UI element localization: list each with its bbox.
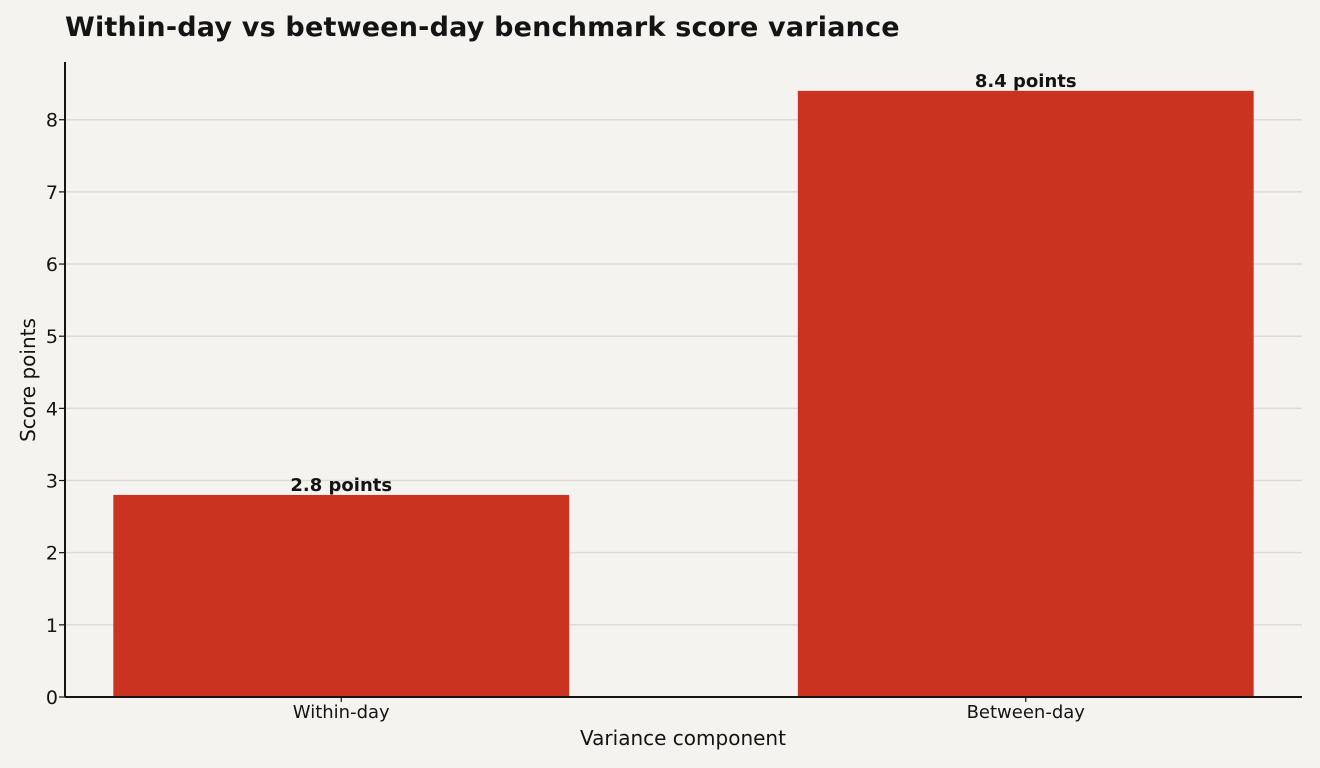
y-tick-label: 4 xyxy=(46,398,58,420)
chart-title: Within-day vs between-day benchmark scor… xyxy=(65,12,900,43)
y-tick-label: 6 xyxy=(46,254,58,276)
y-tick-label: 8 xyxy=(46,110,58,132)
bars xyxy=(113,90,1254,697)
y-tick-label: 7 xyxy=(46,182,58,204)
labels: 0 1 2 3 4 5 6 7 8 2.8 points Within-day 8.4 points B… xyxy=(46,71,1085,723)
x-tick-label: Between-day xyxy=(967,702,1086,723)
bar-within-day xyxy=(113,494,570,697)
y-tick-label: 1 xyxy=(46,615,58,637)
data-label: 8.4 points xyxy=(975,71,1077,92)
data-label: 2.8 points xyxy=(290,475,392,496)
y-tick-label: 2 xyxy=(46,543,58,565)
axes xyxy=(59,62,1302,702)
x-tick-label: Within-day xyxy=(293,702,390,723)
x-axis-title: Variance component xyxy=(580,726,786,750)
bar-between-day xyxy=(797,90,1254,697)
y-tick-label: 5 xyxy=(46,326,58,348)
y-axis-title: Score points xyxy=(16,318,40,442)
y-tick-label: 3 xyxy=(46,471,58,493)
y-tick-label: 0 xyxy=(46,687,58,709)
